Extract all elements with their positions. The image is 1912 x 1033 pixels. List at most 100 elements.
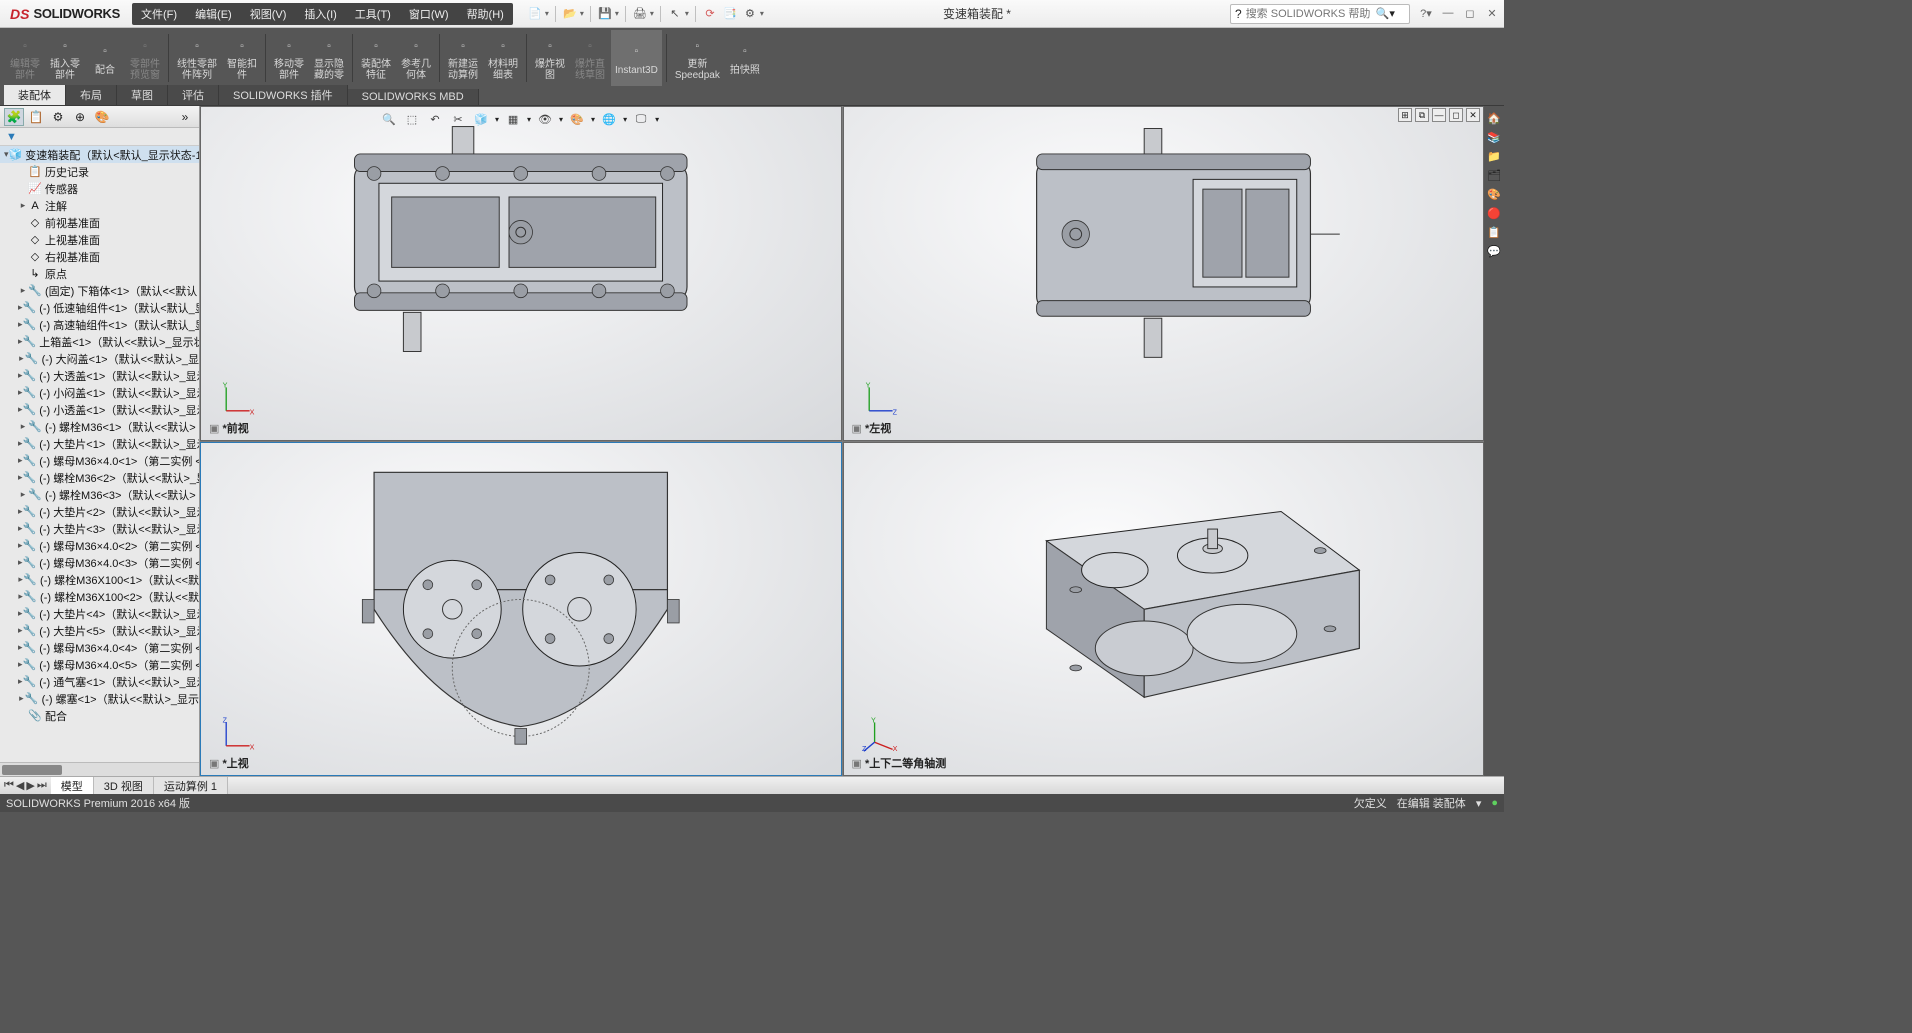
hide-show-icon[interactable]: 👁 [536, 110, 554, 128]
tree-node[interactable]: ▸🔧(-) 低速轴组件<1>（默认<默认_显 [0, 299, 199, 316]
tree-node[interactable]: ▸🔧(-) 大垫片<3>（默认<<默认>_显示 [0, 520, 199, 537]
menu-item[interactable]: 文件(F) [132, 6, 186, 22]
display-manager-tab[interactable]: 🎨 [92, 108, 112, 126]
tree-node[interactable]: ▸🔧(-) 高速轴组件<1>（默认<默认_显 [0, 316, 199, 333]
tree-node[interactable]: ▸🔧(-) 小透盖<1>（默认<<默认>_显示 [0, 401, 199, 418]
tree-node[interactable]: ▸🔧(-) 螺栓M36X100<2>（默认<<默 [0, 588, 199, 605]
appearances-icon[interactable]: 🔴 [1486, 205, 1502, 221]
doc-close-button[interactable]: ✕ [1466, 108, 1480, 122]
ribbon-button[interactable]: ▫参考几何体 [397, 30, 435, 86]
menu-item[interactable]: 窗口(W) [400, 6, 458, 22]
tree-root[interactable]: ▾🧊变速箱装配（默认<默认_显示状态-1> [0, 146, 199, 163]
tree-node[interactable]: ▸A注解 [0, 197, 199, 214]
ribbon-button[interactable]: ▫装配体特征 [357, 30, 395, 86]
doc-restore-button[interactable]: ◻ [1449, 108, 1463, 122]
tree-node[interactable]: ▸🔧(-) 螺栓M36X100<1>（默认<<默 [0, 571, 199, 588]
help-search[interactable]: ? 🔍▾ [1230, 4, 1410, 24]
tree-node[interactable]: ▸🔧(-) 螺母M36×4.0<5>（第二实例 < [0, 656, 199, 673]
tree-node[interactable]: ◇前视基准面 [0, 214, 199, 231]
close-button[interactable]: ✕ [1484, 7, 1500, 20]
tree-node[interactable]: ▸🔧上箱盖<1>（默认<<默认>_显示状 [0, 333, 199, 350]
ribbon-tab[interactable]: 布局 [66, 85, 117, 105]
ribbon-tab[interactable]: SOLIDWORKS 插件 [219, 85, 348, 105]
tree-node[interactable]: ◇上视基准面 [0, 231, 199, 248]
tree-node[interactable]: ▸🔧(-) 通气塞<1>（默认<<默认>_显示 [0, 673, 199, 690]
search-icon[interactable]: 🔍 [1376, 7, 1390, 20]
tab-prev-icon[interactable]: ◀ [16, 779, 24, 792]
feature-tree[interactable]: ▾🧊变速箱装配（默认<默认_显示状态-1>📋历史记录📈传感器▸A注解◇前视基准面… [0, 146, 199, 762]
design-library-icon[interactable]: 📁 [1486, 148, 1502, 164]
ribbon-button[interactable]: ▫爆炸视图 [531, 30, 569, 86]
filter-icon[interactable]: ▼ [6, 131, 17, 143]
viewport-front[interactable]: Y X *前视 [200, 106, 842, 441]
dimxpert-tab[interactable]: ⊕ [70, 108, 90, 126]
ribbon-button[interactable]: ▫线性零部件阵列 [173, 30, 221, 86]
menu-item[interactable]: 插入(I) [295, 6, 345, 22]
options-icon[interactable]: 📑 [722, 6, 738, 22]
apply-scene-icon[interactable]: 🌐 [600, 110, 618, 128]
ribbon-button[interactable]: ▫插入零部件 [46, 30, 84, 86]
tree-node[interactable]: 📈传感器 [0, 180, 199, 197]
tree-node[interactable]: ↳原点 [0, 265, 199, 282]
display-style-icon[interactable]: ▦ [504, 110, 522, 128]
expand-icon[interactable]: » [175, 108, 195, 126]
horizontal-scrollbar[interactable] [0, 762, 199, 776]
tree-node[interactable]: ▸🔧(-) 大透盖<1>（默认<<默认>_显示 [0, 367, 199, 384]
viewport-link-icon[interactable]: ⧉ [1415, 108, 1429, 122]
bottom-tab[interactable]: 3D 视图 [94, 777, 154, 795]
tree-node[interactable]: ▸🔧(固定) 下箱体<1>（默认<<默认 [0, 282, 199, 299]
forum-icon[interactable]: 💬 [1486, 243, 1502, 259]
zoom-fit-icon[interactable]: 🔍 [380, 110, 398, 128]
print-icon[interactable]: 🖨 [632, 6, 648, 22]
tree-node[interactable]: ▸🔧(-) 螺母M36×4.0<1>（第二实例 < [0, 452, 199, 469]
bottom-tab[interactable]: 模型 [51, 777, 94, 795]
previous-view-icon[interactable]: ↶ [426, 110, 444, 128]
ribbon-tab[interactable]: 评估 [168, 85, 219, 105]
tree-node[interactable]: ▸🔧(-) 螺栓M36<2>（默认<<默认>_显 [0, 469, 199, 486]
section-view-icon[interactable]: ✂ [449, 110, 467, 128]
tree-node[interactable]: ▸🔧(-) 大垫片<1>（默认<<默认>_显示 [0, 435, 199, 452]
file-explorer-icon[interactable]: 🗂 [1486, 167, 1502, 183]
tree-node[interactable]: ▸🔧(-) 小闷盖<1>（默认<<默认>_显示 [0, 384, 199, 401]
tree-node[interactable]: ▸🔧(-) 螺栓M36<3>（默认<<默认> [0, 486, 199, 503]
view-orientation-icon[interactable]: 🧊 [472, 110, 490, 128]
bottom-tab[interactable]: 运动算例 1 [154, 777, 228, 795]
tree-node[interactable]: 📋历史记录 [0, 163, 199, 180]
edit-appearance-icon[interactable]: 🎨 [568, 110, 586, 128]
tree-node[interactable]: ◇右视基准面 [0, 248, 199, 265]
tab-next-icon[interactable]: ▶ [26, 779, 34, 792]
rebuild-icon[interactable]: ⟳ [702, 6, 718, 22]
new-icon[interactable]: 📄 [527, 6, 543, 22]
viewport-isometric[interactable]: Y X Z *上下二等角轴测 [843, 442, 1485, 777]
tree-node[interactable]: ▸🔧(-) 螺母M36×4.0<2>（第二实例 < [0, 537, 199, 554]
ribbon-button[interactable]: ▫拍快照 [726, 30, 764, 86]
tree-node[interactable]: ▸🔧(-) 螺栓M36<1>（默认<<默认> [0, 418, 199, 435]
tree-node[interactable]: 📎配合 [0, 707, 199, 724]
ribbon-button[interactable]: ▫移动零部件 [270, 30, 308, 86]
ribbon-tab[interactable]: SOLIDWORKS MBD [348, 89, 479, 105]
configuration-manager-tab[interactable]: ⚙ [48, 108, 68, 126]
open-icon[interactable]: 📂 [562, 6, 578, 22]
ribbon-button[interactable]: ▫材料明细表 [484, 30, 522, 86]
view-palette-icon[interactable]: 🎨 [1486, 186, 1502, 202]
tree-node[interactable]: ▸🔧(-) 大垫片<2>（默认<<默认>_显示 [0, 503, 199, 520]
menu-item[interactable]: 帮助(H) [458, 6, 513, 22]
zoom-area-icon[interactable]: ⬚ [403, 110, 421, 128]
ribbon-button[interactable]: ▫Instant3D [611, 30, 662, 86]
tree-node[interactable]: ▸🔧(-) 螺母M36×4.0<3>（第二实例 < [0, 554, 199, 571]
ribbon-button[interactable]: ▫新建运动算例 [444, 30, 482, 86]
menu-item[interactable]: 视图(V) [241, 6, 296, 22]
minimize-button[interactable]: — [1440, 7, 1456, 20]
ribbon-button[interactable]: ▫显示隐藏的零 [310, 30, 348, 86]
search-input[interactable] [1246, 8, 1376, 20]
doc-minimize-button[interactable]: — [1432, 108, 1446, 122]
home-icon[interactable]: 🏠 [1486, 110, 1502, 126]
property-manager-tab[interactable]: 📋 [26, 108, 46, 126]
viewport-layout-icon[interactable]: ⊞ [1398, 108, 1412, 122]
viewport-left[interactable]: Y Z *左视 [843, 106, 1485, 441]
resources-icon[interactable]: 📚 [1486, 129, 1502, 145]
tree-node[interactable]: ▸🔧(-) 螺塞<1>（默认<<默认>_显示 [0, 690, 199, 707]
cursor-icon[interactable]: ↖ [667, 6, 683, 22]
tree-node[interactable]: ▸🔧(-) 大垫片<4>（默认<<默认>_显示 [0, 605, 199, 622]
tree-node[interactable]: ▸🔧(-) 大垫片<5>（默认<<默认>_显示 [0, 622, 199, 639]
